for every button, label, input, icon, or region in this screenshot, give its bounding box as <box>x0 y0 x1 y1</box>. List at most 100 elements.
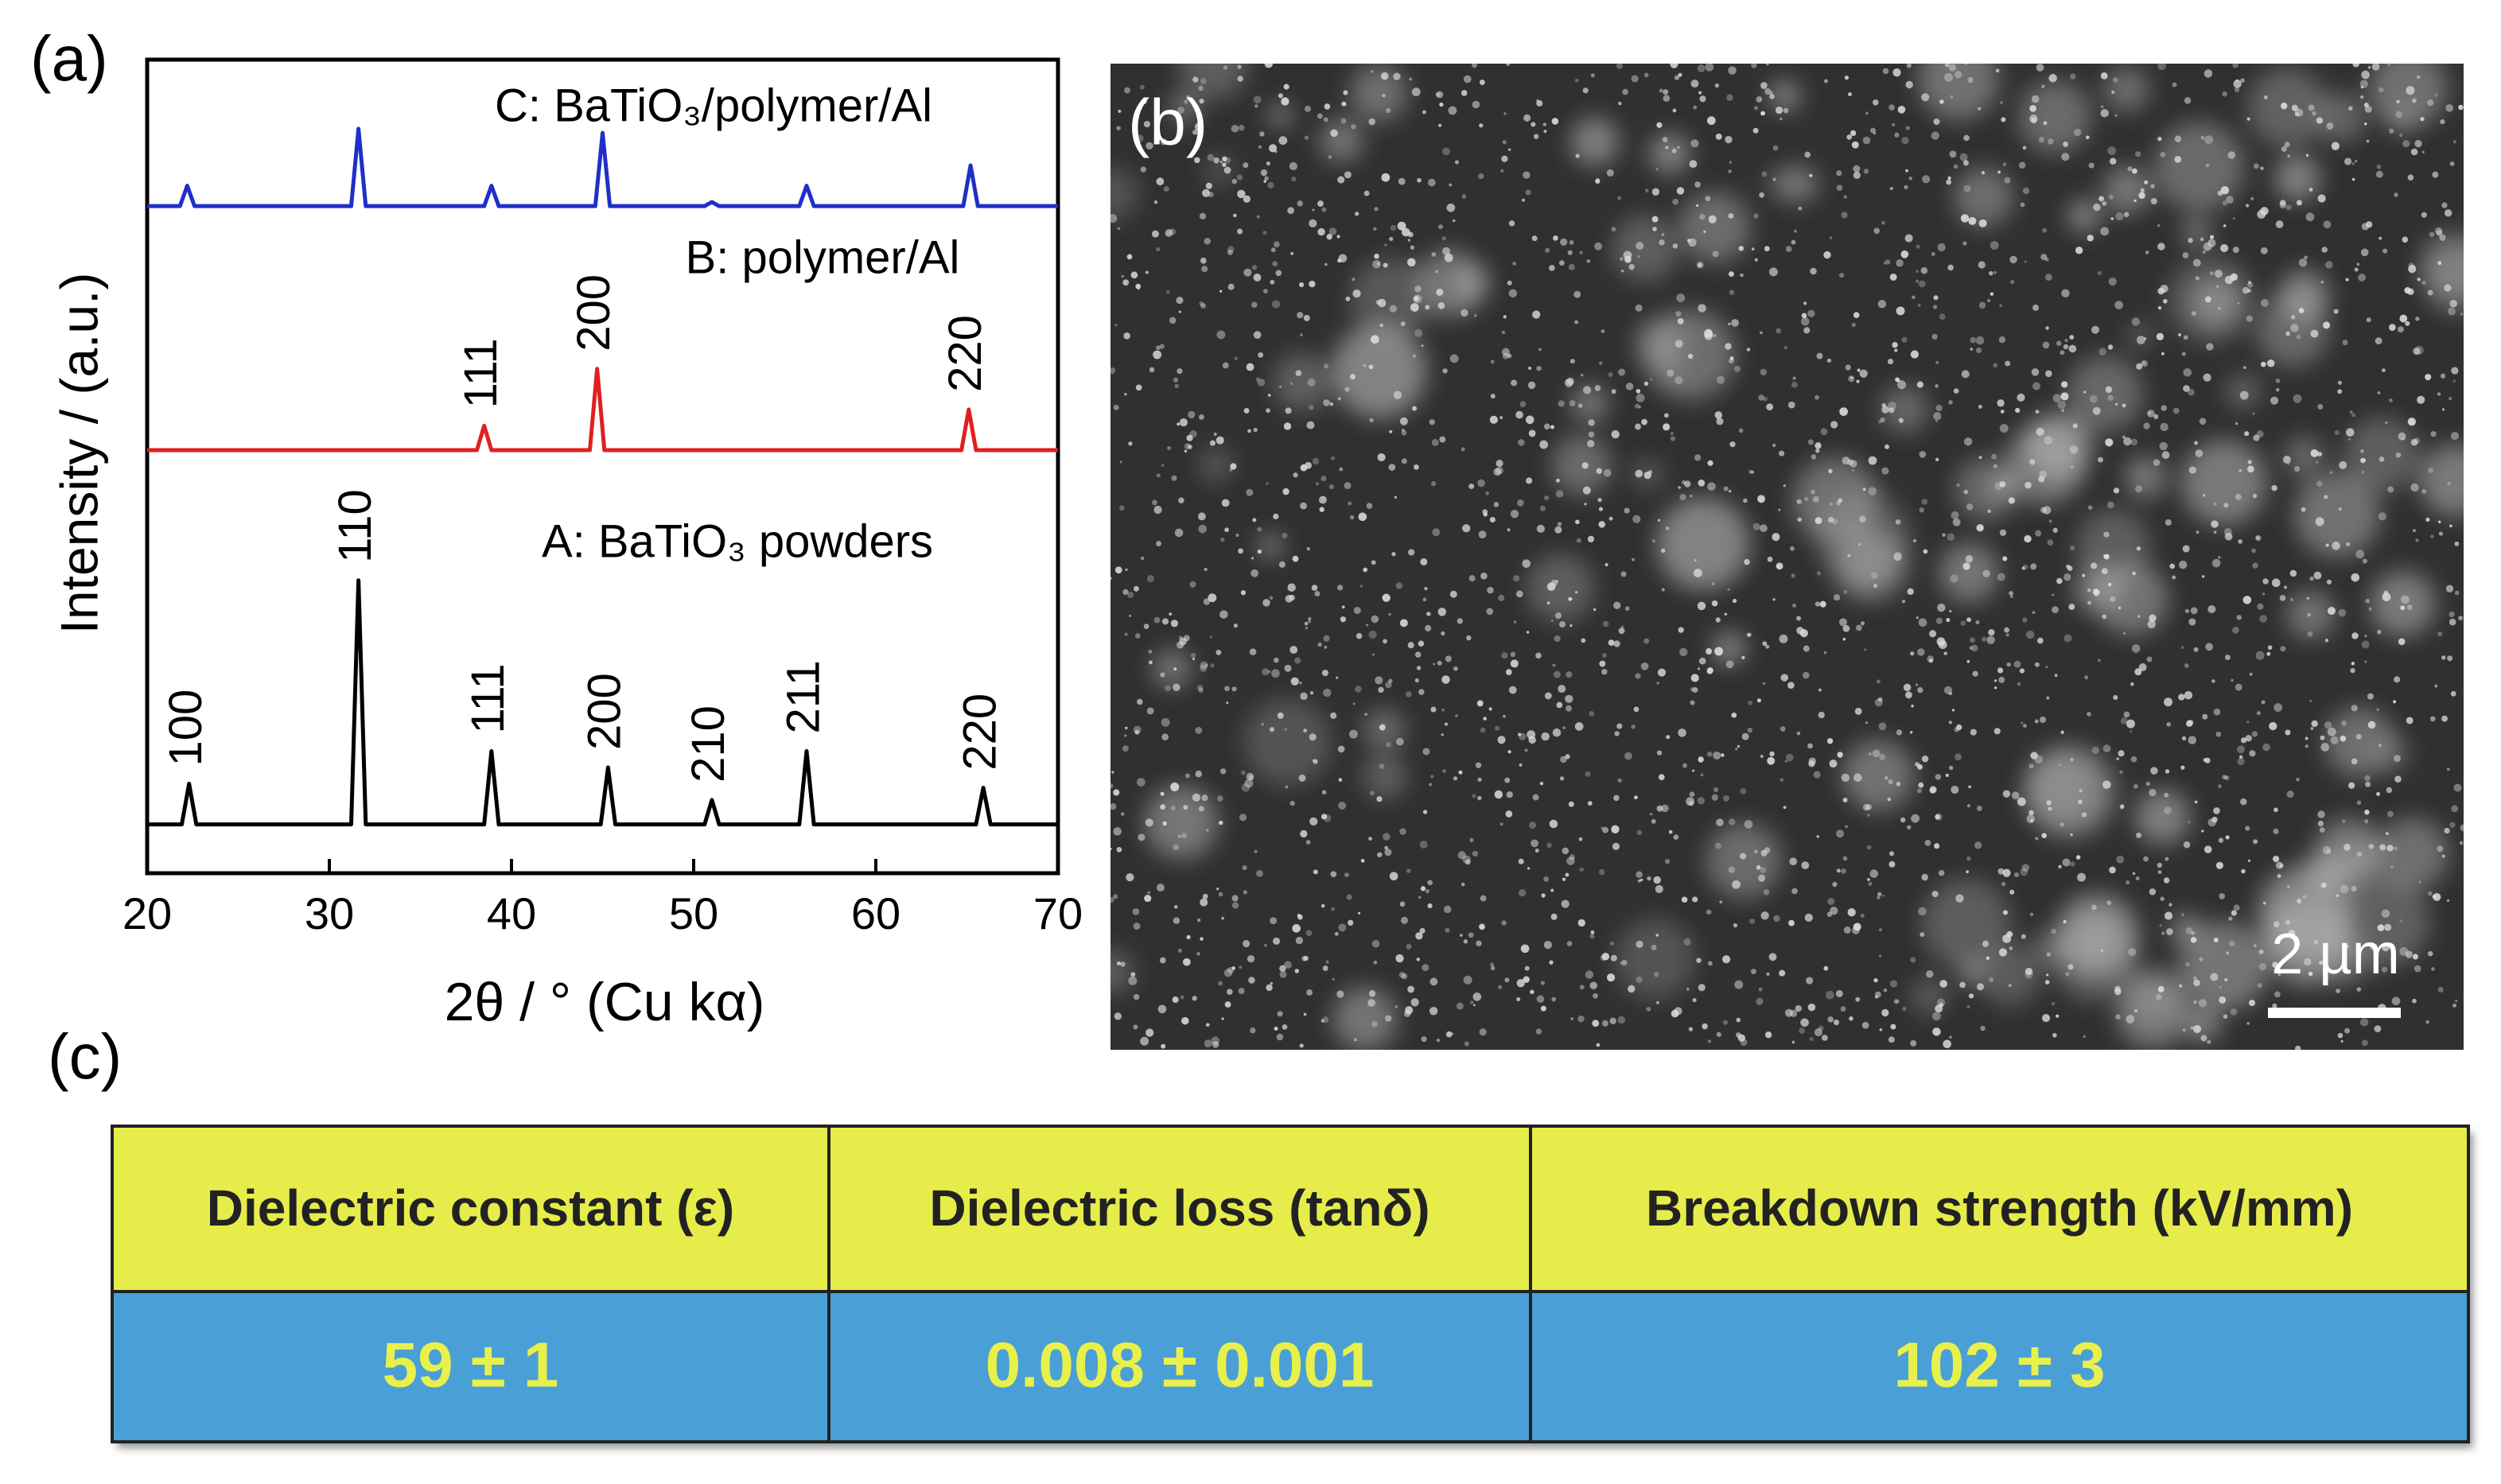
speck <box>1784 759 1787 763</box>
speck <box>1724 612 1728 616</box>
speck <box>1330 456 1336 460</box>
speck <box>1987 509 1991 514</box>
speck <box>2437 392 2441 396</box>
speck <box>1414 678 1419 683</box>
speck <box>1200 257 1207 264</box>
speck <box>1116 126 1121 131</box>
speck <box>1278 561 1286 568</box>
speck <box>2192 1024 2202 1034</box>
speck <box>1244 779 1254 788</box>
speck <box>1494 725 1500 731</box>
speck <box>1520 944 1530 954</box>
speck <box>2035 530 2042 537</box>
speck <box>1531 235 1538 242</box>
speck <box>1128 976 1138 985</box>
speck <box>2364 809 2370 815</box>
speck <box>1215 649 1222 655</box>
speck <box>1510 659 1519 668</box>
speck <box>1513 620 1517 624</box>
speck <box>1165 685 1171 692</box>
speck <box>1997 170 2001 174</box>
speck <box>1904 234 1913 243</box>
speck <box>2247 281 2252 285</box>
speck <box>1489 516 1496 523</box>
speck <box>1787 401 1795 409</box>
speck <box>1271 300 1281 309</box>
speck <box>1321 790 1327 795</box>
speck <box>2052 606 2059 614</box>
speck <box>1858 543 1861 546</box>
speck <box>1916 616 1920 620</box>
speck <box>1133 923 1141 930</box>
speck <box>1756 865 1761 870</box>
speck <box>1866 845 1872 850</box>
speck <box>1613 794 1620 802</box>
speck <box>1463 75 1472 84</box>
speck <box>1692 687 1698 693</box>
speck <box>1999 424 2009 433</box>
speck <box>1525 415 1534 425</box>
speck <box>1861 1021 1869 1029</box>
speck <box>2043 121 2048 126</box>
speck <box>1221 916 1224 920</box>
speck <box>2100 72 2108 80</box>
speck <box>1479 80 1485 85</box>
speck <box>1323 399 1330 406</box>
speck <box>2421 488 2427 494</box>
speck <box>1997 667 2004 674</box>
speck <box>1262 668 1270 676</box>
haze-blob <box>1842 740 1915 811</box>
speck <box>1672 108 1677 113</box>
speck <box>1711 600 1718 607</box>
speck <box>2143 856 2149 862</box>
speck <box>2253 163 2259 169</box>
speck <box>1127 592 1134 598</box>
speck <box>1975 336 1985 345</box>
speck <box>1309 219 1317 227</box>
speck <box>1110 848 1112 851</box>
speck <box>2022 187 2030 195</box>
speck <box>1110 803 1117 810</box>
speck <box>1377 453 1386 462</box>
speck <box>1792 376 1796 380</box>
speck <box>2293 465 2301 472</box>
speck <box>1760 82 1768 89</box>
haze-blob <box>2274 154 2321 201</box>
speck <box>1568 801 1574 807</box>
speck <box>1887 359 1894 365</box>
speck <box>1842 456 1850 465</box>
speck <box>1243 268 1252 277</box>
speck <box>1223 65 1228 70</box>
speck <box>1161 464 1165 468</box>
speck <box>1391 552 1396 557</box>
speck <box>1504 977 1510 983</box>
speck <box>1608 516 1613 521</box>
speck <box>1565 694 1573 703</box>
speck <box>1569 400 1576 406</box>
speck <box>1224 686 1230 692</box>
speck <box>2386 845 2394 852</box>
speck <box>1457 851 1466 860</box>
speck <box>2223 224 2227 227</box>
haze-blob <box>2128 323 2153 348</box>
haze-blob <box>1169 91 1200 123</box>
speck <box>1243 195 1251 204</box>
speck <box>2386 787 2393 794</box>
speck <box>1803 327 1811 334</box>
speck <box>1132 907 1140 915</box>
speck <box>2271 578 2281 588</box>
speck <box>1763 889 1770 895</box>
speck <box>1162 821 1167 826</box>
speck <box>1756 698 1761 703</box>
speck <box>2347 437 2351 441</box>
speck <box>2291 315 2296 320</box>
speck <box>1659 239 1665 246</box>
speck <box>2183 335 2188 340</box>
speck <box>2044 257 2049 262</box>
speck <box>2159 441 2168 451</box>
speck <box>1250 569 1259 577</box>
speck <box>1716 418 1724 425</box>
speck <box>1117 227 1121 231</box>
speck <box>1885 775 1888 780</box>
speck <box>2247 282 2254 288</box>
